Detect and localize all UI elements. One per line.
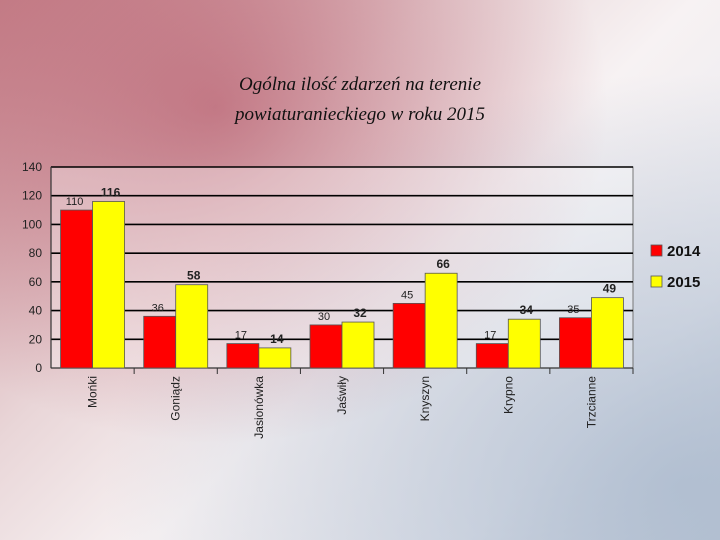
chart-title-line-2: powiaturanieckiego w roku 2015 — [235, 104, 485, 125]
chart-title: Ogólna ilość zdarzeń na terenie powiatur… — [150, 70, 570, 130]
bar-2014 — [392, 302, 426, 369]
bar-2015 — [591, 297, 624, 369]
bar-2014 — [226, 343, 260, 369]
legend-swatch-2014 — [650, 244, 663, 257]
data-label-2015: 34 — [520, 303, 534, 317]
bar-2015 — [258, 347, 292, 369]
category-label: Jaświły — [335, 376, 349, 415]
bar-2015 — [424, 272, 458, 369]
data-label-2015: 58 — [187, 269, 201, 283]
category-label: Mońki — [86, 376, 100, 408]
bar-2014 — [309, 324, 343, 369]
y-tick-label: 20 — [29, 332, 43, 346]
data-label-2015: 32 — [353, 306, 367, 320]
y-tick-label: 0 — [35, 361, 42, 375]
bar-2014 — [143, 315, 177, 369]
y-tick-label: 40 — [29, 304, 43, 318]
bar-2014 — [559, 317, 592, 369]
category-label: Knyszyn — [418, 376, 432, 421]
data-label-2014: 45 — [401, 289, 413, 301]
bar-2015 — [341, 321, 375, 369]
y-tick-label: 120 — [22, 189, 42, 203]
bar-2015 — [175, 284, 209, 369]
bar-2015 — [507, 318, 541, 369]
data-label-2015: 49 — [603, 282, 617, 296]
data-label-2014: 35 — [567, 304, 579, 316]
legend-label-2015: 2015 — [667, 274, 700, 291]
bar-2015 — [92, 201, 125, 369]
category-label: Trzcianne — [584, 376, 598, 429]
legend-label-2014: 2014 — [667, 243, 701, 260]
bar-2014 — [60, 209, 93, 369]
legend-swatch-2015 — [650, 275, 663, 288]
category-label: Krypno — [501, 376, 515, 414]
y-tick-label: 100 — [22, 217, 42, 231]
data-label-2014: 110 — [66, 196, 84, 208]
bar-2014 — [475, 343, 509, 369]
data-label-2014: 30 — [318, 311, 330, 323]
category-label: Goniądz — [169, 376, 183, 421]
chart-title-line-1: Ogólna ilość zdarzeń na terenie — [238, 74, 482, 95]
y-tick-label: 140 — [22, 160, 42, 174]
category-label: Jasionówka — [252, 376, 266, 439]
data-label-2014: 36 — [152, 302, 164, 314]
y-tick-label: 60 — [29, 275, 43, 289]
data-label-2015: 14 — [270, 332, 284, 346]
y-tick-label: 80 — [29, 246, 43, 260]
data-label-2015: 66 — [436, 257, 450, 271]
data-label-2015: 116 — [101, 185, 121, 199]
data-label-2014: 17 — [484, 330, 496, 342]
data-label-2014: 17 — [235, 330, 247, 342]
